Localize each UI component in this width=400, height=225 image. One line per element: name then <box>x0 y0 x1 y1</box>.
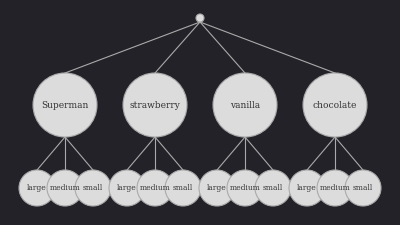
Circle shape <box>165 170 201 206</box>
Circle shape <box>345 170 381 206</box>
Text: vanilla: vanilla <box>230 101 260 110</box>
Text: small: small <box>353 184 373 192</box>
Text: strawberry: strawberry <box>130 101 180 110</box>
Circle shape <box>75 170 111 206</box>
Circle shape <box>123 73 187 137</box>
Text: small: small <box>83 184 103 192</box>
Text: medium: medium <box>320 184 350 192</box>
Text: medium: medium <box>50 184 80 192</box>
Text: large: large <box>27 184 47 192</box>
Text: medium: medium <box>230 184 260 192</box>
Circle shape <box>33 73 97 137</box>
Circle shape <box>137 170 173 206</box>
Text: Superman: Superman <box>41 101 89 110</box>
Circle shape <box>47 170 83 206</box>
Text: small: small <box>263 184 283 192</box>
Circle shape <box>199 170 235 206</box>
Circle shape <box>255 170 291 206</box>
Circle shape <box>289 170 325 206</box>
Text: large: large <box>117 184 137 192</box>
Text: small: small <box>173 184 193 192</box>
Circle shape <box>213 73 277 137</box>
Circle shape <box>303 73 367 137</box>
Circle shape <box>109 170 145 206</box>
Circle shape <box>317 170 353 206</box>
Text: large: large <box>207 184 227 192</box>
Circle shape <box>227 170 263 206</box>
Text: chocolate: chocolate <box>313 101 357 110</box>
Text: medium: medium <box>140 184 170 192</box>
Circle shape <box>19 170 55 206</box>
Text: large: large <box>297 184 317 192</box>
Circle shape <box>196 14 204 22</box>
